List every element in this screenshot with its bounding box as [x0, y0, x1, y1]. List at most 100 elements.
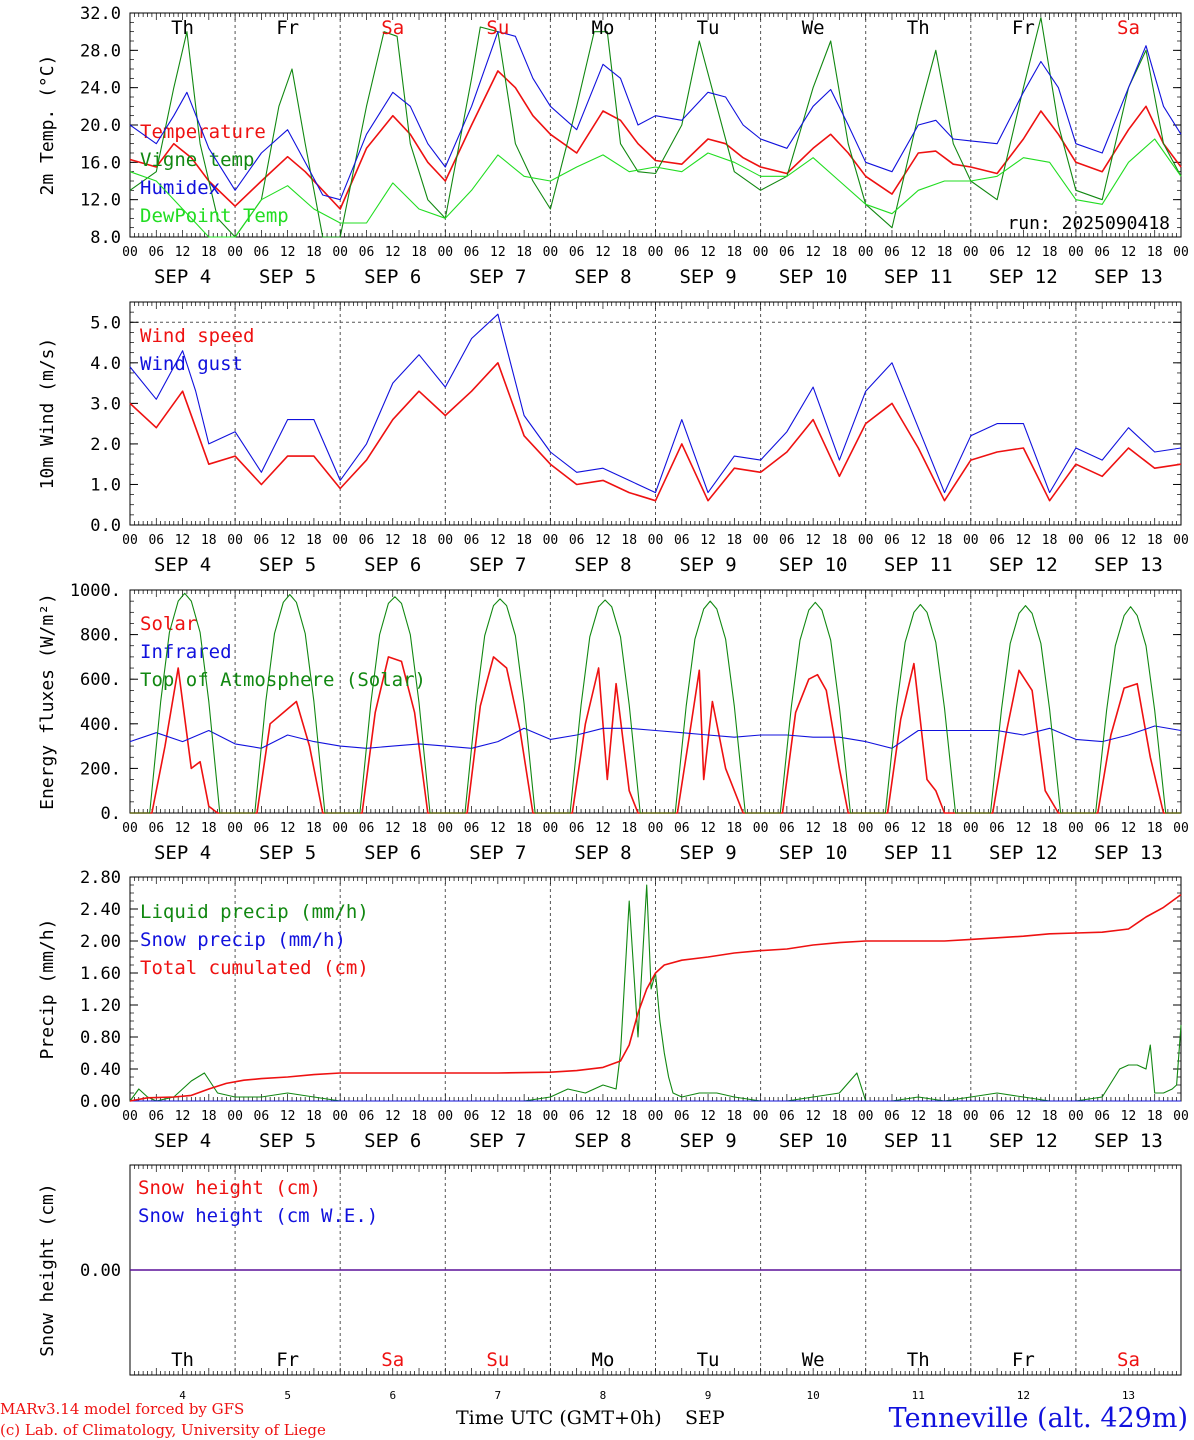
- hour-label: 00: [227, 245, 243, 260]
- hour-label: 00: [437, 821, 453, 836]
- date-label: SEP 8: [574, 266, 631, 288]
- hour-label: 00: [963, 245, 979, 260]
- legend-entry: Wind speed: [140, 325, 254, 347]
- hour-label: 00: [122, 245, 138, 260]
- hour-label: 12: [175, 533, 191, 548]
- hour-label: 12: [175, 821, 191, 836]
- legend-entry: DewPoint Temp: [140, 205, 289, 227]
- hour-label: 00: [1173, 533, 1189, 548]
- hour-label: 00: [227, 533, 243, 548]
- hour-label: 12: [700, 821, 716, 836]
- date-label: SEP 9: [679, 266, 736, 288]
- y-tick-label: 12.0: [80, 191, 121, 211]
- hour-label: 06: [989, 245, 1005, 260]
- hour-label: 00: [332, 533, 348, 548]
- hour-label: 06: [569, 533, 585, 548]
- y-axis-title: Precip (mm/h): [37, 919, 58, 1060]
- day-of-week-label: Th: [907, 17, 930, 39]
- hour-label: 06: [989, 1109, 1005, 1124]
- date-label: SEP 8: [574, 842, 631, 864]
- hour-label: 18: [411, 821, 427, 836]
- y-tick-label: 2.40: [80, 900, 121, 920]
- date-label: SEP 12: [989, 842, 1058, 864]
- day-of-week-label: Fr: [1012, 1349, 1035, 1371]
- date-label: SEP 10: [779, 1130, 848, 1152]
- day-number-label: 6: [389, 1389, 396, 1402]
- y-tick-label: 2.00: [80, 932, 121, 952]
- hour-label: 06: [254, 245, 270, 260]
- hour-label: 18: [1147, 245, 1163, 260]
- y-tick-label: 2.80: [80, 868, 121, 888]
- y-tick-label: 1.0: [90, 475, 121, 495]
- day-of-week-label: Tu: [697, 1349, 720, 1371]
- date-label: SEP 7: [469, 266, 526, 288]
- series-line-wind-speed: [129, 361, 1182, 502]
- date-label: SEP 11: [884, 266, 953, 288]
- series-line-vigne-temp: [129, 17, 1182, 238]
- hour-label: 00: [1068, 1109, 1084, 1124]
- hour-label: 18: [621, 1109, 637, 1124]
- hour-label: 18: [1042, 533, 1058, 548]
- legend-entry: Vigne temp: [140, 149, 254, 171]
- hour-label: 00: [963, 533, 979, 548]
- hour-label: 18: [411, 1109, 427, 1124]
- hour-label: 00: [753, 1109, 769, 1124]
- y-tick-label: 32.0: [80, 4, 121, 24]
- panel-energy: 0. 200. 400. 600. 800. 1000. Energy fluxes (W/…: [37, 581, 1189, 864]
- hour-label: 06: [674, 533, 690, 548]
- hour-label: 18: [201, 533, 217, 548]
- y-axis-title: 10m Wind (m/s): [37, 338, 58, 490]
- hour-label: 00: [753, 533, 769, 548]
- hour-label: 00: [1068, 821, 1084, 836]
- hour-label: 18: [306, 1109, 322, 1124]
- day-number-label: 12: [1017, 1389, 1030, 1402]
- hour-label: 12: [910, 1109, 926, 1124]
- hour-label: 18: [832, 1109, 848, 1124]
- date-label: SEP 11: [884, 1130, 953, 1152]
- hour-label: 00: [543, 533, 559, 548]
- date-label: SEP 5: [259, 554, 316, 576]
- date-label: SEP 9: [679, 1130, 736, 1152]
- hour-label: 06: [884, 245, 900, 260]
- date-label: SEP 4: [154, 266, 211, 288]
- hour-label: 00: [122, 821, 138, 836]
- day-number-label: 8: [600, 1389, 607, 1402]
- hour-label: 18: [621, 533, 637, 548]
- hour-label: 12: [175, 245, 191, 260]
- date-label: SEP 9: [679, 554, 736, 576]
- hour-label: 06: [148, 1109, 164, 1124]
- hour-label: 18: [411, 245, 427, 260]
- hour-label: 12: [595, 245, 611, 260]
- hour-label: 12: [385, 1109, 401, 1124]
- hour-label: 18: [1147, 533, 1163, 548]
- day-number-label: 10: [807, 1389, 820, 1402]
- hour-label: 00: [1173, 821, 1189, 836]
- hour-label: 18: [1147, 1109, 1163, 1124]
- hour-label: 18: [306, 245, 322, 260]
- day-of-week-label: Su: [486, 1349, 509, 1371]
- date-label: SEP 7: [469, 1130, 526, 1152]
- series-line-temperature: [129, 70, 1182, 210]
- hour-label: 00: [858, 821, 874, 836]
- run-label: run: 2025090418: [1007, 213, 1170, 234]
- hour-label: 06: [569, 821, 585, 836]
- hour-label: 00: [1173, 245, 1189, 260]
- credit-line-2: (c) Lab. of Climatology, University of L…: [0, 1421, 326, 1439]
- date-label: SEP 6: [364, 842, 421, 864]
- day-of-week-label: Th: [907, 1349, 930, 1371]
- hour-label: 12: [1121, 1109, 1137, 1124]
- hour-label: 18: [937, 533, 953, 548]
- hour-label: 18: [201, 1109, 217, 1124]
- hour-label: 06: [148, 533, 164, 548]
- day-of-week-label: We: [802, 1349, 825, 1371]
- hour-label: 12: [700, 1109, 716, 1124]
- plot-frame: [129, 589, 1182, 814]
- y-tick-label: 1000.: [70, 581, 121, 601]
- hour-label: 00: [437, 1109, 453, 1124]
- hour-label: 12: [805, 245, 821, 260]
- date-label: SEP 13: [1094, 842, 1163, 864]
- hour-label: 06: [254, 821, 270, 836]
- hour-label: 06: [359, 245, 375, 260]
- hour-label: 06: [569, 1109, 585, 1124]
